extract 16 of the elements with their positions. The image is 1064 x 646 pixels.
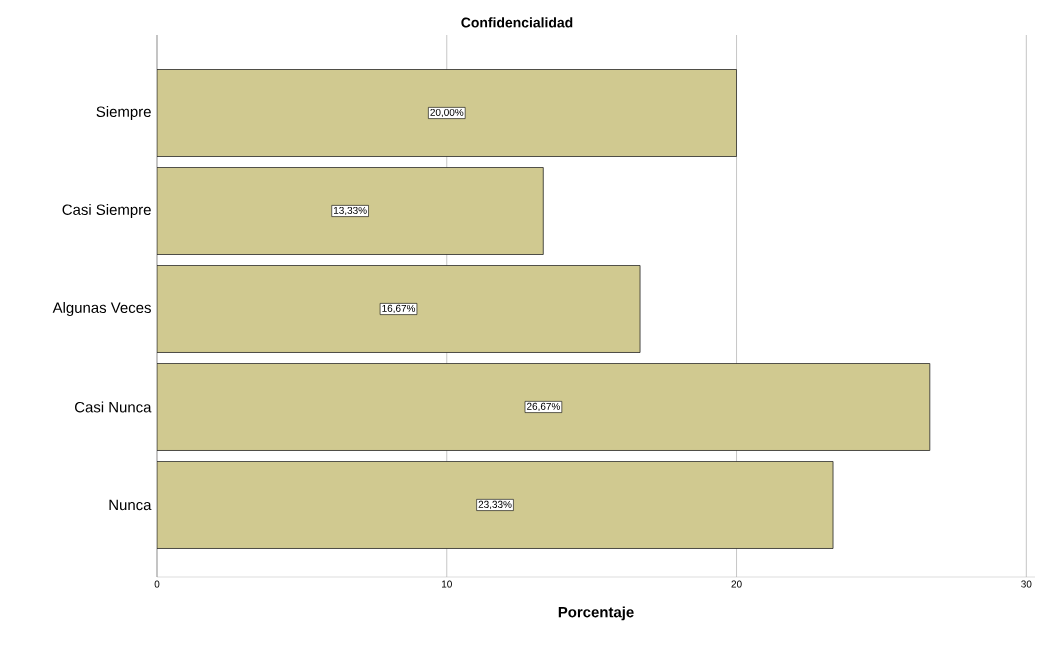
x-tick-label: 30 [1021,580,1032,588]
y-tick-label: Siempre [96,106,151,120]
data-label: 26,67% [527,402,560,412]
y-tick-label: Casi Nunca [75,401,152,413]
data-label: 13,33% [334,206,367,216]
y-tick-label: Nunca [109,499,152,511]
y-tick-label: Casi Siempre [62,204,151,218]
x-axis-title: Porcentaje [558,606,634,621]
data-label: 23,33% [478,500,512,510]
y-tick-label: Algunas Veces [52,302,151,316]
x-tick-label: 0 [154,580,160,588]
x-tick-label: 20 [731,580,742,588]
x-tick-label: 10 [442,580,452,588]
data-label: 16,67% [382,304,416,314]
chart-title: Confidencialidad [461,17,573,28]
data-label: 20,00% [430,108,464,118]
